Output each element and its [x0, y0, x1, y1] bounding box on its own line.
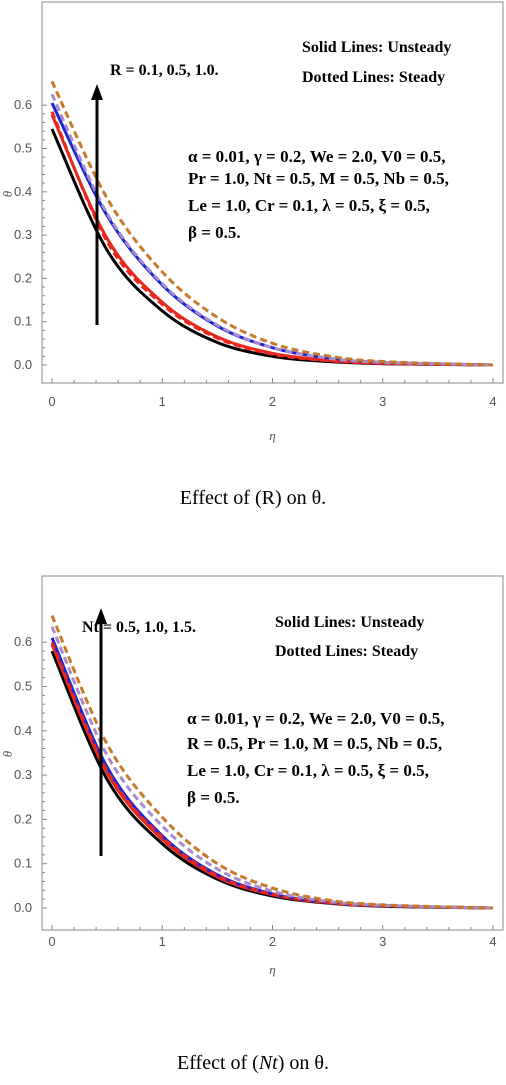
y-tick-label: 0.4	[14, 723, 32, 738]
x-tick-label: 4	[489, 934, 496, 949]
y-tick-label: 0.5	[14, 679, 32, 694]
trend-arrow-head	[95, 608, 107, 624]
caption-nt-pre: Effect of (	[177, 1052, 259, 1074]
caption-nt-post: ) on θ.	[277, 1052, 329, 1074]
y-tick-label: 0.6	[14, 634, 32, 649]
y-tick-label: 0.0	[14, 900, 32, 915]
parameter-line: Le = 1.0, Cr = 0.1, λ = 0.5, ξ = 0.5,	[188, 196, 430, 215]
caption-r-pre: Effect of (R) on θ.	[179, 487, 327, 509]
y-tick-label: 0.2	[14, 270, 32, 285]
parameter-annotation: R = 0.1, 0.5, 1.0.	[110, 62, 219, 79]
x-tick-label: 0	[48, 394, 55, 409]
y-tick-label: 0.3	[14, 767, 32, 782]
parameter-line: Le = 1.0, Cr = 0.1, λ = 0.5, ξ = 0.5,	[187, 761, 429, 780]
legend-solid-note: Solid Lines: Unsteady	[275, 614, 424, 631]
parameter-line: β = 0.5.	[188, 223, 241, 242]
legend-dotted-note: Dotted Lines: Steady	[302, 69, 445, 86]
x-tick-label: 1	[159, 394, 166, 409]
caption-nt-effect: Effect of (Nt) on θ.	[0, 1052, 506, 1075]
y-tick-label: 0.4	[14, 184, 32, 199]
parameter-line: α = 0.01, γ = 0.2, We = 2.0, V0 = 0.5,	[188, 147, 446, 166]
y-tick-label: 0.1	[14, 314, 32, 329]
parameter-line: R = 0.5, Pr = 1.0, M = 0.5, Nb = 0.5,	[187, 734, 442, 753]
x-tick-label: 2	[269, 934, 276, 949]
x-tick-label: 3	[379, 934, 386, 949]
y-tick-label: 0.6	[14, 97, 32, 112]
parameter-line: β = 0.5.	[187, 788, 240, 807]
x-tick-label: 1	[159, 934, 166, 949]
trend-arrow-head	[91, 84, 103, 100]
y-tick-label: 0.2	[14, 811, 32, 826]
series-dashed-orange	[50, 615, 494, 910]
y-tick-label: 0.1	[14, 856, 32, 871]
chart-r-effect: 0 1 2 3 4 0.0 0.1 0.2 0.3 0.4 0.5 0.6 η θ R = 0.1, 0.5…	[0, 1, 504, 443]
y-tick-label: 0.3	[14, 227, 32, 242]
y-tick-label: 0.5	[14, 141, 32, 156]
caption-r-effect: Effect of (R) on θ.	[0, 487, 506, 510]
series-dashed-orange	[50, 80, 494, 367]
parameter-annotation: Nt = 0.5, 1.0, 1.5.	[82, 619, 196, 636]
x-tick-label: 0	[48, 934, 55, 949]
y-tick-label: 0.0	[14, 357, 32, 372]
x-axis-label: η	[269, 428, 275, 443]
caption-nt-italic: Nt	[258, 1052, 278, 1074]
x-tick-label: 3	[379, 394, 386, 409]
chart-nt-effect: 0 1 2 3 4 0.0 0.1 0.2 0.3 0.4 0.5 0.6 η θ Nt = 0.5, 1.…	[0, 575, 504, 977]
parameter-line: Pr = 1.0, Nt = 0.5, M = 0.5, Nb = 0.5,	[188, 169, 449, 188]
x-tick-label: 2	[269, 394, 276, 409]
legend-solid-note: Solid Lines: Unsteady	[302, 39, 451, 56]
series-dashed-purple	[50, 93, 494, 367]
plot-frame	[41, 1, 504, 384]
series-solid-blue	[50, 102, 494, 367]
legend-dotted-note: Dotted Lines: Steady	[275, 643, 418, 660]
parameter-line: α = 0.01, γ = 0.2, We = 2.0, V0 = 0.5,	[187, 709, 445, 728]
y-axis-label: θ	[0, 750, 15, 757]
x-tick-label: 4	[489, 394, 496, 409]
x-axis-label: η	[269, 962, 275, 977]
y-axis-label: θ	[0, 190, 15, 197]
